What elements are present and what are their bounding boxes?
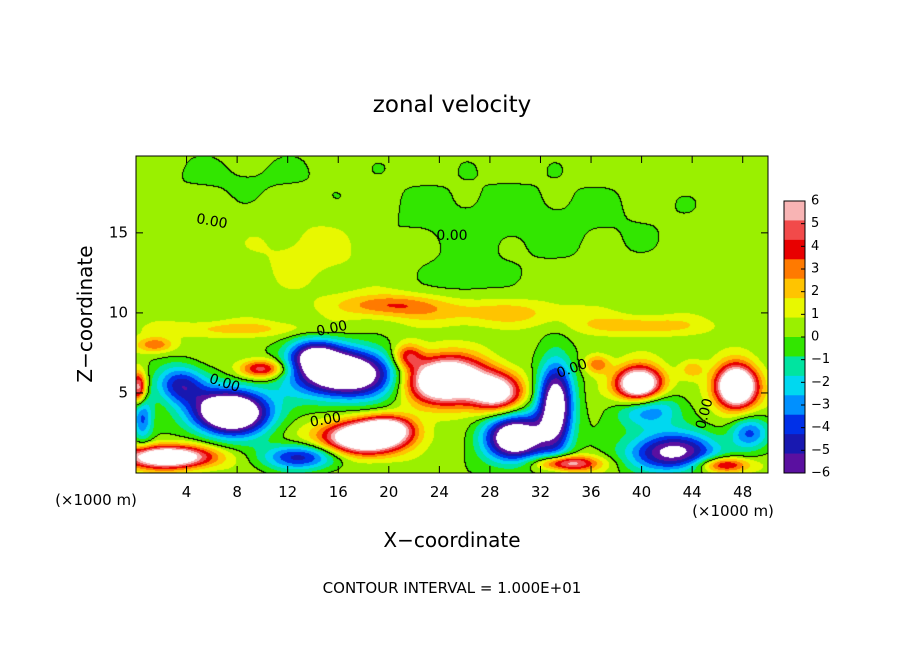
x-tick-label: 36	[581, 483, 600, 501]
x-axis-label: X−coordinate	[383, 528, 520, 552]
colorbar: 6 5 4 3 2 1 0 −1 −2 −3 −4 −5 −6	[783, 194, 830, 481]
colorbar-swatch	[784, 298, 805, 318]
plot-frame	[135, 155, 769, 474]
colorbar-tick-label: 5	[811, 216, 819, 231]
chart-title: zonal velocity	[373, 92, 531, 118]
x-tick-label: 24	[430, 483, 449, 501]
colorbar-swatch	[784, 317, 805, 338]
colorbar-tick-label: 2	[811, 284, 819, 299]
x-unit-left: (×1000 m)	[55, 491, 137, 509]
colorbar-swatch	[784, 356, 805, 377]
x-tick-label: 8	[232, 483, 242, 501]
contour-label: 0.00	[693, 397, 717, 431]
x-tick-label: 44	[683, 483, 702, 501]
colorbar-swatch	[784, 395, 805, 416]
contour-interval-note: CONTOUR INTERVAL = 1.000E+01	[323, 579, 582, 597]
x-tick-label: 40	[632, 483, 651, 501]
y-axis-label: Z−coordinate	[73, 245, 97, 382]
colorbar-tick-label: 4	[811, 239, 819, 254]
colorbar-tick-label: −2	[811, 375, 830, 390]
velocity-field	[136, 156, 768, 473]
colorbar-tick-label: −3	[811, 398, 830, 413]
colorbar-swatch	[784, 434, 805, 454]
colorbar-swatch	[784, 453, 805, 474]
contour-label: 0.00	[309, 410, 342, 431]
x-tick-label: 48	[733, 483, 752, 501]
colorbar-swatch	[784, 337, 805, 357]
contour-label: 0.00	[436, 228, 467, 244]
colorbar-tick-label: 6	[811, 194, 819, 209]
colorbar-tick-label: −5	[811, 443, 830, 458]
x-tick-label: 12	[278, 483, 297, 501]
colorbar-swatch	[784, 239, 805, 260]
contour-label: 0.00	[195, 211, 228, 232]
x-tick-label: 28	[480, 483, 499, 501]
colorbar-tick-label: −1	[811, 352, 830, 367]
colorbar-tick-label: 0	[811, 330, 819, 345]
colorbar-swatch	[784, 414, 805, 435]
colorbar-swatch	[784, 201, 805, 221]
x-tick-label: 32	[531, 483, 550, 501]
colorbar-swatch	[784, 278, 805, 299]
y-tick-label: 15	[109, 223, 128, 241]
colorbar-tick-label: 3	[811, 262, 819, 277]
y-tick-label: 5	[118, 383, 128, 401]
x-unit-right: (×1000 m)	[692, 502, 774, 520]
colorbar-tick-label: −6	[811, 466, 830, 481]
x-tick-label: 20	[379, 483, 398, 501]
y-axis-ticks: 5 10 15	[109, 223, 768, 401]
x-tick-label: 16	[329, 483, 348, 501]
x-tick-label: 4	[182, 483, 192, 501]
colorbar-tick-label: 1	[811, 307, 819, 322]
contour-label: 0.00	[315, 318, 349, 340]
colorbar-tick-label: −4	[811, 420, 830, 435]
colorbar-swatch	[784, 220, 805, 241]
colorbar-swatch	[784, 259, 805, 280]
x-axis-ticks: 4 8 12 16 20 24 28 32 36 40 44 48	[182, 156, 752, 501]
plot-area: 0.000.000.000.000.000.000.00	[135, 155, 769, 474]
y-tick-label: 10	[109, 303, 128, 321]
colorbar-swatch	[784, 375, 805, 396]
